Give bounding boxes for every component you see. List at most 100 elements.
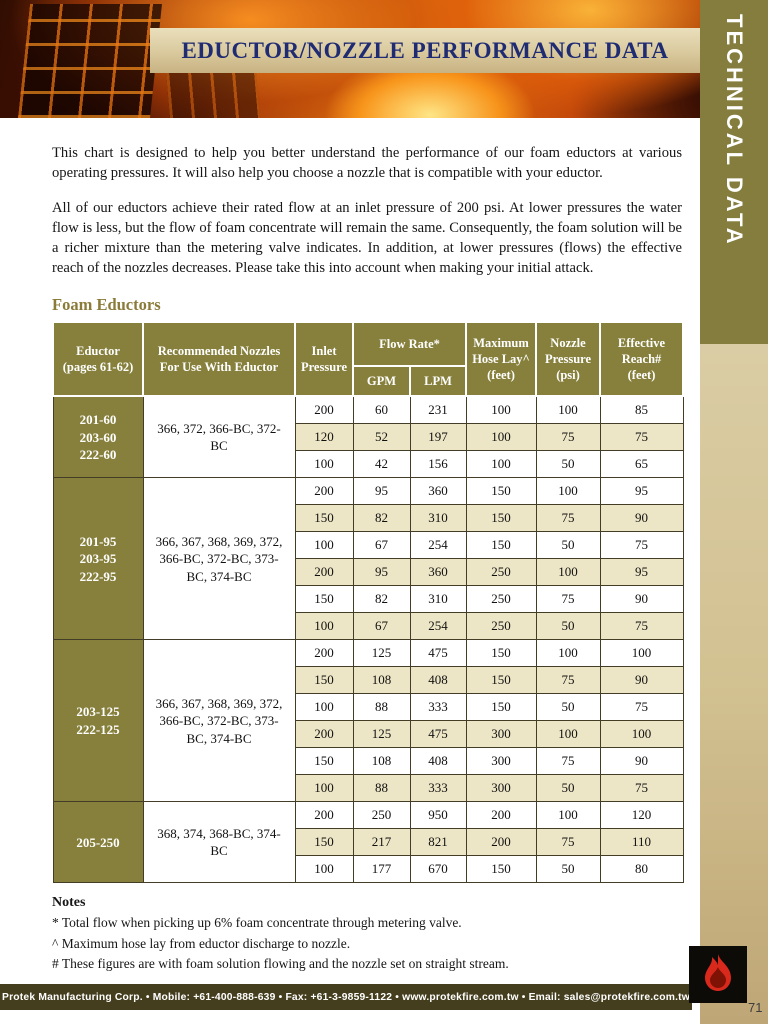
recommended-nozzles-cell: 366, 367, 368, 369, 372, 366-BC, 372-BC,… xyxy=(142,477,296,641)
value-cell: 300 xyxy=(465,774,537,803)
value-cell: 408 xyxy=(409,666,467,695)
performance-table: Eductor (pages 61-62) Recommended Nozzles… xyxy=(52,321,684,884)
table-row: 150 108 408 300 75 90 xyxy=(53,747,684,776)
value-cell: 82 xyxy=(352,585,411,614)
value-cell: 75 xyxy=(599,612,684,641)
value-cell: 100 xyxy=(599,639,684,668)
table-row: 150 82 310 150 75 90 xyxy=(53,504,684,533)
col-header-eductor: Eductor (pages 61-62) xyxy=(52,321,144,398)
value-cell: 50 xyxy=(535,693,601,722)
value-cell: 100 xyxy=(535,639,601,668)
table-row: 205-250 368, 374, 368-BC, 374-BC 200 250 950… xyxy=(52,801,684,884)
main-content: This chart is designed to help you bette… xyxy=(52,128,684,974)
eductor-model-cell: 201-95 203-95 222-95 xyxy=(52,477,144,641)
value-cell: 300 xyxy=(465,720,537,749)
value-cell: 200 xyxy=(294,558,354,587)
burning-window-silhouette xyxy=(165,72,261,118)
value-cell: 150 xyxy=(465,693,537,722)
value-cell: 670 xyxy=(409,855,467,884)
intro-paragraph-2: All of our eductors achieve their rated … xyxy=(52,199,682,277)
footer-bar: Protek Manufacturing Corp. • Mobile: +61… xyxy=(0,984,692,1010)
value-cell: 150 xyxy=(294,828,354,857)
value-cell: 88 xyxy=(352,774,411,803)
table-row: 150 82 310 250 75 90 xyxy=(53,585,684,614)
table-row: 201-60 203-60 222-60 366, 372, 366-BC, 372-… xyxy=(52,395,684,479)
value-cell: 100 xyxy=(535,395,601,425)
intro-paragraph-1: This chart is designed to help you bette… xyxy=(52,144,682,181)
notes-section: Notes * Total flow when picking up 6% fo… xyxy=(52,895,682,974)
value-cell: 75 xyxy=(599,423,684,452)
table-row: 203-125 222-125 366, 367, 368, 369, 372, 3… xyxy=(52,639,684,803)
value-cell: 821 xyxy=(409,828,467,857)
col-header-lpm: LPM xyxy=(409,365,467,398)
value-cell: 200 xyxy=(294,639,354,668)
value-cell: 200 xyxy=(294,477,354,506)
table-row: 100 42 156 100 50 65 xyxy=(53,450,684,479)
value-cell: 50 xyxy=(535,450,601,479)
value-cell: 150 xyxy=(294,504,354,533)
page-title: EDUCTOR/NOZZLE PERFORMANCE DATA xyxy=(181,37,669,63)
value-cell: 108 xyxy=(352,666,411,695)
value-cell: 125 xyxy=(352,639,411,668)
value-cell: 950 xyxy=(409,801,467,830)
value-cell: 100 xyxy=(599,720,684,749)
value-cell: 254 xyxy=(409,612,467,641)
protek-logo xyxy=(689,946,747,1003)
value-cell: 65 xyxy=(599,450,684,479)
value-cell: 50 xyxy=(535,531,601,560)
value-cell: 75 xyxy=(535,828,601,857)
value-cell: 75 xyxy=(535,666,601,695)
value-cell: 88 xyxy=(352,693,411,722)
value-cell: 197 xyxy=(409,423,467,452)
value-cell: 150 xyxy=(465,639,537,668)
value-cell: 110 xyxy=(599,828,684,857)
value-cell: 250 xyxy=(352,801,411,830)
value-cell: 254 xyxy=(409,531,467,560)
value-cell: 150 xyxy=(294,666,354,695)
value-cell: 75 xyxy=(599,774,684,803)
value-cell: 100 xyxy=(294,450,354,479)
value-cell: 100 xyxy=(465,423,537,452)
value-cell: 80 xyxy=(599,855,684,884)
value-cell: 50 xyxy=(535,855,601,884)
value-cell: 150 xyxy=(294,747,354,776)
value-cell: 200 xyxy=(294,801,354,830)
value-cell: 150 xyxy=(465,855,537,884)
value-cell: 150 xyxy=(465,531,537,560)
value-cell: 100 xyxy=(535,558,601,587)
value-cell: 310 xyxy=(409,504,467,533)
value-cell: 75 xyxy=(599,693,684,722)
value-cell: 60 xyxy=(352,395,411,425)
technical-data-tab-top: TECHNICAL DATA xyxy=(700,0,768,344)
col-header-hose-lay: Maximum Hose Lay^ (feet) xyxy=(465,321,537,398)
value-cell: 95 xyxy=(599,558,684,587)
value-cell: 125 xyxy=(352,720,411,749)
table-row: 100 88 333 150 50 75 xyxy=(53,693,684,722)
recommended-nozzles-cell: 368, 374, 368-BC, 374-BC xyxy=(142,801,296,884)
table-row: 150 217 821 200 75 110 xyxy=(53,828,684,857)
fire-banner-image: EDUCTOR/NOZZLE PERFORMANCE DATA xyxy=(0,0,768,118)
table-body: 201-60 203-60 222-60 366, 372, 366-BC, 372-… xyxy=(52,395,684,884)
value-cell: 360 xyxy=(409,477,467,506)
value-cell: 82 xyxy=(352,504,411,533)
value-cell: 300 xyxy=(465,747,537,776)
value-cell: 250 xyxy=(465,558,537,587)
footer-contact-text: Protek Manufacturing Corp. • Mobile: +61… xyxy=(2,991,690,1003)
value-cell: 408 xyxy=(409,747,467,776)
value-cell: 100 xyxy=(294,693,354,722)
value-cell: 100 xyxy=(535,477,601,506)
table-row: 200 95 360 250 100 95 xyxy=(53,558,684,587)
value-cell: 75 xyxy=(535,585,601,614)
value-cell: 90 xyxy=(599,747,684,776)
value-cell: 200 xyxy=(465,801,537,830)
value-cell: 100 xyxy=(465,395,537,425)
value-cell: 100 xyxy=(294,612,354,641)
value-cell: 150 xyxy=(465,666,537,695)
sidebar-tan-panel xyxy=(700,344,768,1024)
page-number: 71 xyxy=(748,1000,763,1015)
value-cell: 250 xyxy=(465,612,537,641)
table-header: Eductor (pages 61-62) Recommended Nozzles… xyxy=(52,321,684,398)
notes-lines: * Total flow when picking up 6% foam con… xyxy=(52,915,509,971)
col-header-effective-reach: Effective Reach# (feet) xyxy=(599,321,684,398)
